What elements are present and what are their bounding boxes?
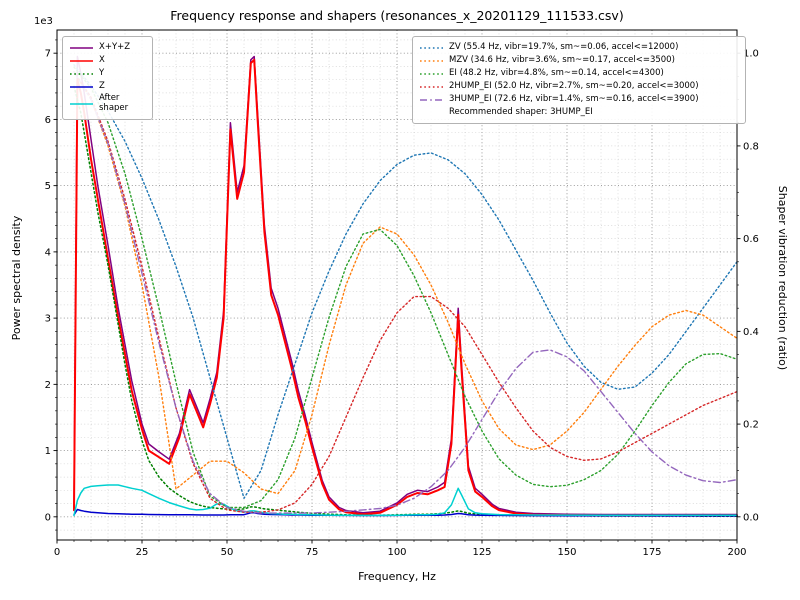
legend-item-3hump_ei: 3HUMP_EI (72.6 Hz, vibr=1.4%, sm~=0.16, … (419, 93, 738, 106)
y-axis-offset-label: 1e3 (34, 16, 53, 27)
y-left-tick-label: 1 (45, 446, 51, 457)
legend-item-y: Y (69, 67, 145, 80)
legend-item-label: Z (99, 80, 105, 91)
series-x (73, 58, 738, 517)
legend-item-xyz: X+Y+Z (69, 41, 145, 54)
legend-item-label: 2HUMP_EI (52.0 Hz, vibr=2.7%, sm~=0.20, … (449, 80, 699, 91)
y-left-tick-label: 4 (45, 247, 51, 258)
legend-line-sample (420, 72, 443, 75)
legend-item-recommended: Recommended shaper: 3HUMP_EI (419, 106, 738, 119)
series-ei (73, 66, 738, 509)
legend-line-sample (420, 59, 443, 62)
y-left-tick-label: 2 (45, 380, 51, 391)
legend-line-sample (70, 72, 93, 75)
y-right-tick-label: 0.6 (743, 234, 759, 245)
legend-item-label: X (99, 54, 105, 65)
x-tick-label: 50 (221, 547, 234, 558)
legend-line-sample (70, 85, 93, 88)
legend-line-sample (70, 59, 93, 62)
series-mzv (73, 70, 738, 495)
x-tick-label: 175 (642, 547, 661, 558)
legend-psd: X+Y+Z X Y Z After shaper (62, 36, 153, 120)
y-axis-label-left: Power spectral density (10, 215, 23, 341)
legend-line-sample (70, 46, 93, 49)
legend-item-label: Recommended shaper: 3HUMP_EI (449, 106, 593, 117)
series-zv (73, 64, 738, 499)
legend-item-x: X (69, 54, 145, 67)
x-tick-label: 200 (727, 547, 746, 558)
legend-item-z: Z (69, 80, 145, 93)
legend-item-2hump_ei: 2HUMP_EI (52.0 Hz, vibr=2.7%, sm~=0.20, … (419, 80, 738, 93)
y-axis-label-right: Shaper vibration reduction (ratio) (776, 185, 789, 371)
legend-item-label: Y (99, 67, 105, 78)
legend-line-sample (420, 46, 443, 49)
legend-item-label: ZV (55.4 Hz, vibr=19.7%, sm~=0.06, accel… (449, 41, 679, 52)
legend-sample-spacer (419, 108, 444, 118)
legend-item-label: MZV (34.6 Hz, vibr=3.6%, sm~=0.17, accel… (449, 54, 675, 65)
legend-item-zv: ZV (55.4 Hz, vibr=19.7%, sm~=0.06, accel… (419, 41, 738, 54)
legend-item-label: EI (48.2 Hz, vibr=4.8%, sm~=0.14, accel<… (449, 67, 664, 78)
y-left-tick-label: 6 (45, 115, 51, 126)
y-left-tick-label: 7 (45, 49, 51, 60)
x-tick-label: 125 (472, 547, 491, 558)
legend-item-label: X+Y+Z (99, 41, 131, 52)
legend-item-ei: EI (48.2 Hz, vibr=4.8%, sm~=0.14, accel<… (419, 67, 738, 80)
chart-title: Frequency response and shapers (resonanc… (170, 8, 624, 23)
legend-item-label: 3HUMP_EI (72.6 Hz, vibr=1.4%, sm~=0.16, … (449, 93, 699, 104)
x-axis-label: Frequency, Hz (358, 570, 436, 583)
legend-line-sample (70, 102, 93, 105)
y-left-tick-label: 5 (45, 181, 51, 192)
x-tick-label: 0 (54, 547, 60, 558)
y-left-tick-label: 3 (45, 314, 51, 325)
legend-line-sample (420, 98, 443, 101)
x-tick-label: 25 (136, 547, 149, 558)
series-3hump_ei (73, 70, 738, 514)
x-tick-label: 100 (387, 547, 406, 558)
legend-item-label: After shaper (99, 93, 129, 113)
y-right-tick-label: 0.0 (743, 512, 759, 523)
legend-item-after_shaper: After shaper (69, 93, 145, 115)
y-right-tick-label: 1.0 (743, 49, 759, 60)
y-right-tick-label: 0.2 (743, 420, 759, 431)
legend-item-mzv: MZV (34.6 Hz, vibr=3.6%, sm~=0.17, accel… (419, 54, 738, 67)
legend-shapers: ZV (55.4 Hz, vibr=19.7%, sm~=0.06, accel… (412, 36, 746, 124)
y-right-tick-label: 0.8 (743, 141, 759, 152)
x-tick-label: 75 (306, 547, 319, 558)
legend-line-sample (420, 85, 443, 88)
series-after_shaper (73, 484, 738, 517)
y-left-tick-label: 0 (45, 512, 51, 523)
series-xyz (73, 55, 738, 516)
x-tick-label: 150 (557, 547, 576, 558)
y-right-tick-label: 0.4 (743, 327, 759, 338)
